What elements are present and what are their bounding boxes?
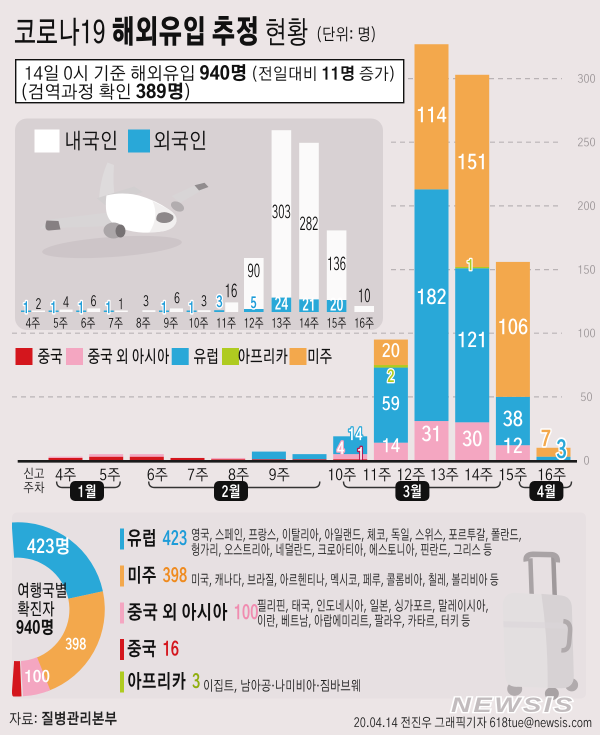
svg-text:NEWSIS: NEWSIS — [451, 694, 575, 718]
svg-text:NEWSIS: NEWSIS — [451, 694, 575, 718]
